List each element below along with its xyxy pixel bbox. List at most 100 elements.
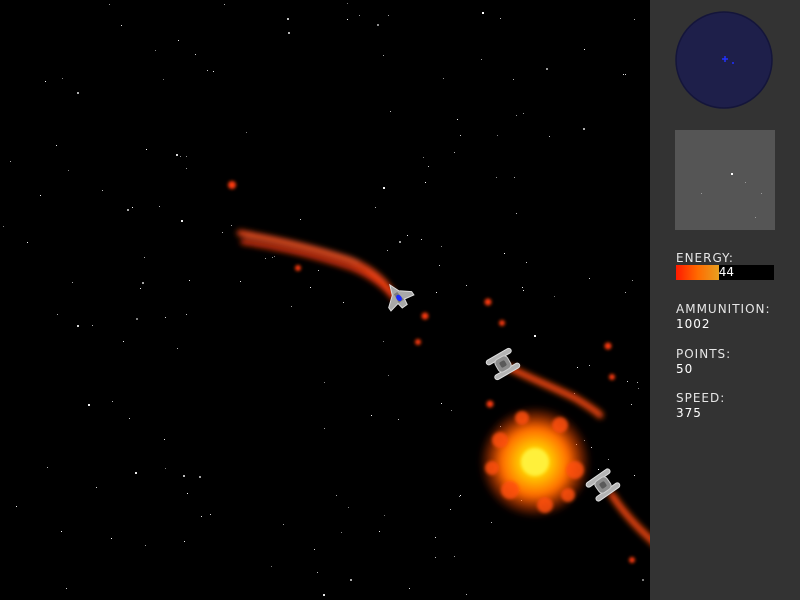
star [195,54,196,55]
star [443,78,444,79]
star [184,541,185,542]
star [460,135,461,136]
star [436,292,437,293]
star [56,145,57,146]
star [623,74,624,75]
minimap-player-dot [731,173,733,175]
star [287,18,289,20]
enemy-ship-icon [485,347,521,381]
star [584,49,585,50]
star [383,55,384,56]
star [145,545,146,546]
star [135,472,137,474]
star [336,495,337,496]
star [57,314,58,315]
energy-label: ENERGY: [676,251,734,265]
star [92,325,93,326]
star [577,367,578,368]
star [383,187,385,189]
star [466,285,467,286]
star [178,40,179,41]
speed-label: SPEED: [676,391,726,405]
star [608,459,609,460]
ammunition-label: AMMUNITION: [676,302,771,316]
star [62,78,63,79]
star [491,522,492,523]
star [625,74,626,75]
star [428,166,429,167]
star [504,253,505,254]
star [222,232,223,233]
star [359,15,360,16]
star [159,206,160,207]
debris-sparks [228,181,742,563]
star [96,487,97,488]
star [201,516,202,517]
star [317,572,318,573]
star [47,467,48,468]
star [549,136,550,137]
star [66,588,67,589]
star [27,242,28,243]
star [407,235,408,236]
hud-panel: ENERGY: 44 AMMUNITION: 1002 POINTS: 50 S… [650,0,800,600]
enemy-ship-icon [585,468,621,502]
star [398,419,399,420]
star [318,270,319,271]
star [3,226,4,227]
player-exhaust-trail [237,230,397,301]
star [144,257,145,258]
star [482,12,484,14]
star [522,287,523,288]
star [642,579,644,581]
star [183,475,185,477]
star [291,306,292,307]
star [466,594,467,595]
star [314,549,315,550]
star [347,3,348,4]
star [638,388,639,389]
star [421,239,422,240]
star [451,410,452,411]
star [324,382,325,383]
star [77,92,79,94]
star [409,588,410,589]
starfield [3,3,644,596]
points-label: POINTS: [676,347,732,361]
star [439,265,440,266]
star [435,537,436,538]
star [589,278,590,279]
star [454,152,455,153]
star [496,177,497,178]
star [441,246,442,247]
star [40,195,41,196]
star [500,18,501,19]
star [457,119,458,120]
star [177,348,178,349]
star [460,495,461,496]
star [140,288,141,289]
star [155,50,156,51]
star [384,515,385,516]
star [546,68,548,70]
star [634,19,635,20]
star [132,207,133,208]
star [343,302,344,303]
star [323,594,325,596]
star [637,382,638,383]
star [231,225,232,226]
star [189,280,190,281]
star [350,579,352,581]
star [481,59,482,60]
star [388,375,389,376]
star [142,282,144,284]
star [246,132,247,133]
star [10,161,11,162]
star [207,70,208,71]
radar-enemy-blip [732,62,734,64]
star [383,341,384,342]
star [181,220,183,222]
star [399,241,401,243]
star [283,524,284,525]
star [68,170,69,171]
